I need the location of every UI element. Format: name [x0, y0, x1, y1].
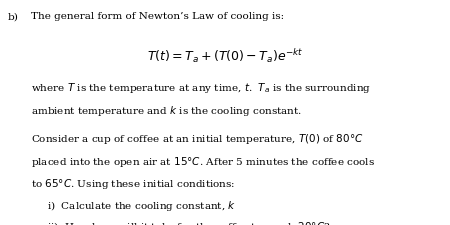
Text: placed into the open air at $15°C$. After 5 minutes the coffee cools: placed into the open air at $15°C$. Afte… — [31, 154, 375, 168]
Text: $T(t) = T_a + (T(0) - T_a)e^{-kt}$: $T(t) = T_a + (T(0) - T_a)e^{-kt}$ — [147, 47, 303, 65]
Text: b): b) — [8, 12, 19, 21]
Text: i)  Calculate the cooling constant, $k$: i) Calculate the cooling constant, $k$ — [47, 198, 236, 212]
Text: where $T$ is the temperature at any time, $t$.  $T_a$ is the surrounding: where $T$ is the temperature at any time… — [31, 81, 371, 95]
Text: to $65°C$. Using these initial conditions:: to $65°C$. Using these initial condition… — [31, 177, 235, 191]
Text: ambient temperature and $k$ is the cooling constant.: ambient temperature and $k$ is the cooli… — [31, 104, 302, 117]
Text: The general form of Newton’s Law of cooling is:: The general form of Newton’s Law of cool… — [31, 12, 284, 21]
Text: Consider a cup of coffee at an initial temperature, $T(0)$ of $80°C$: Consider a cup of coffee at an initial t… — [31, 132, 363, 146]
Text: ii)  How long will it take for the coffee to reach $20°C$?: ii) How long will it take for the coffee… — [47, 219, 331, 225]
